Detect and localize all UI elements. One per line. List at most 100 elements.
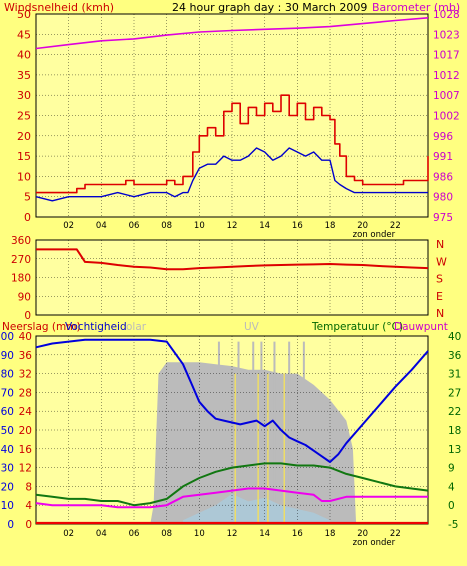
direction-tick-label: 270 <box>11 254 31 266</box>
rain-tick-label: 20 <box>19 425 32 437</box>
rain-tick-label: 4 <box>25 500 32 512</box>
barometer-tick-label: 1023 <box>433 29 460 41</box>
direction-tick-label: 0 <box>24 310 31 322</box>
wind-tick-label: 20 <box>17 130 31 143</box>
temperature-tick-label: 9 <box>448 463 455 475</box>
wind-tick-label: 5 <box>24 191 31 204</box>
solar-label: olar <box>126 321 147 333</box>
direction-tick-label: 180 <box>11 273 31 285</box>
x-tick-label: 08 <box>161 221 172 231</box>
barometer-tick-label: 1002 <box>433 111 460 123</box>
x-tick-label: 22 <box>390 221 401 231</box>
wind-tick-label: 25 <box>17 110 31 123</box>
x-tick-label: 14 <box>259 529 270 539</box>
x-tick-label: 04 <box>96 221 107 231</box>
barometer-tick-label: 996 <box>433 131 453 143</box>
x-tick-label: 18 <box>325 529 336 539</box>
x-tick-label: 14 <box>259 221 270 231</box>
barometer-tick-label: 975 <box>433 212 453 224</box>
barometer-line <box>35 17 429 50</box>
barometer-tick-label: 1012 <box>433 70 460 82</box>
compass-label: E <box>436 290 443 303</box>
barometer-tick-label: 1028 <box>433 9 460 21</box>
wind-tick-label: 30 <box>17 89 31 102</box>
wind-average-line <box>35 147 428 202</box>
temperature-tick-label: 40 <box>448 331 461 343</box>
temperature-axis-label: Temperatuur (°C) <box>311 321 403 333</box>
humidity-tick-label: 50 <box>1 425 14 437</box>
x-tick-label: 16 <box>292 221 303 231</box>
wind-tick-label: 15 <box>17 150 31 163</box>
temperature-tick-label: 13 <box>448 444 461 456</box>
humidity-tick-label: 70 <box>1 387 14 399</box>
barometer-tick-label: 986 <box>433 171 453 183</box>
humidity-tick-label: 30 <box>1 463 14 475</box>
chart-title: 24 hour graph day : 30 March 2009 <box>172 1 367 14</box>
barometer-tick-label: 980 <box>433 192 453 204</box>
wind-tick-label: 35 <box>17 69 31 82</box>
humidity-tick-label: 90 <box>1 350 14 362</box>
compass-label: W <box>436 255 447 268</box>
temperature-line <box>35 462 429 507</box>
wind-barometer-panel: 0510152025303540455097598098699199610021… <box>17 8 460 240</box>
humidity-tick-label: 20 <box>1 481 14 493</box>
temperature-tick-label: 4 <box>448 481 455 493</box>
wind-axis-label: Windsnelheid (kmh) <box>4 1 114 14</box>
wind-direction-line <box>36 248 429 271</box>
humidity-tick-label: 100 <box>0 331 14 343</box>
x-tick-label: 20 <box>357 529 368 539</box>
temperature-tick-label: 27 <box>448 387 461 399</box>
x-tick-label: 02 <box>63 221 74 231</box>
humidity-axis-label: Vochtigheid <box>65 321 127 333</box>
rain-tick-label: 36 <box>19 350 33 362</box>
wind-tick-label: 45 <box>17 28 31 41</box>
humidity-temperature-panel: 0102030405060708090100048121620242832364… <box>0 331 462 548</box>
direction-tick-label: 90 <box>18 291 31 303</box>
humidity-tick-label: 60 <box>1 406 14 418</box>
barometer-tick-label: 1017 <box>433 50 460 62</box>
humidity-tick-label: 0 <box>7 519 14 531</box>
compass-label: N <box>436 238 444 251</box>
barometer-tick-label: 1007 <box>433 90 460 102</box>
humidity-tick-label: 10 <box>1 500 14 512</box>
compass-label: S <box>436 273 443 286</box>
x-tick-label: 02 <box>63 529 74 539</box>
dewpoint-axis-label: Dauwpunt <box>394 321 448 333</box>
rain-tick-label: 28 <box>19 387 32 399</box>
barometer-tick-label: 991 <box>433 151 453 163</box>
humidity-tick-label: 40 <box>1 444 14 456</box>
x-tick-label: 04 <box>96 529 107 539</box>
temperature-tick-label: 18 <box>448 425 461 437</box>
temperature-tick-label: 31 <box>448 369 461 381</box>
rain-tick-label: 8 <box>25 481 32 493</box>
x-tick-label: 18 <box>325 221 336 231</box>
wind-tick-label: 0 <box>24 211 31 224</box>
compass-label: N <box>436 307 444 320</box>
uv-area <box>183 493 330 524</box>
sunset-label: zon onder <box>353 230 396 240</box>
rain-axis-label: Neerslag (mm) <box>2 321 81 333</box>
rain-tick-label: 40 <box>19 331 32 343</box>
direction-tick-label: 360 <box>11 235 31 247</box>
barometer-axis-label: Barometer (mb) <box>372 1 460 14</box>
wind-tick-label: 50 <box>17 8 31 21</box>
x-tick-label: 12 <box>227 221 238 231</box>
x-tick-label: 16 <box>292 529 303 539</box>
x-tick-label: 08 <box>161 529 172 539</box>
rain-tick-label: 0 <box>25 519 32 531</box>
dewpoint-line <box>35 487 428 509</box>
wind-gust-line <box>36 94 429 194</box>
humidity-line <box>35 338 429 463</box>
x-tick-label: 22 <box>390 529 401 539</box>
x-tick-label: 06 <box>129 221 140 231</box>
uv-label: UV <box>244 321 260 333</box>
temperature-tick-label: 36 <box>448 350 462 362</box>
rain-tick-label: 16 <box>19 444 33 456</box>
x-tick-label: 06 <box>129 529 140 539</box>
sunset-label: zon onder <box>353 538 396 548</box>
temperature-tick-label: 22 <box>448 406 461 418</box>
x-tick-label: 10 <box>194 529 205 539</box>
temperature-tick-label: 0 <box>448 500 455 512</box>
humidity-tick-label: 80 <box>1 369 14 381</box>
